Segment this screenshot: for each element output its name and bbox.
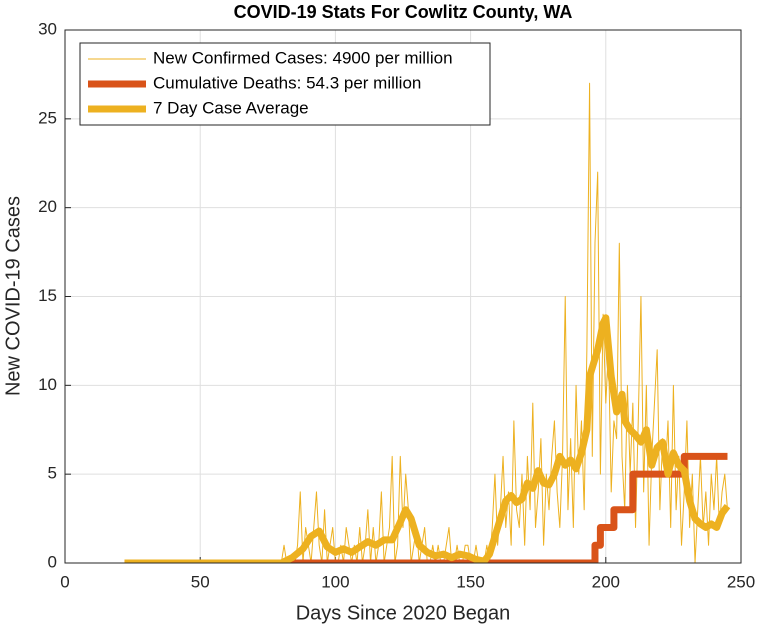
legend-label: New Confirmed Cases: 4900 per million <box>153 48 453 67</box>
x-tick-label: 150 <box>456 572 484 591</box>
x-tick-label: 50 <box>191 572 210 591</box>
y-tick-label: 30 <box>38 19 57 38</box>
x-tick-label: 100 <box>321 572 349 591</box>
y-tick-label: 25 <box>38 108 57 127</box>
legend-label: Cumulative Deaths: 54.3 per million <box>153 73 421 92</box>
legend-box <box>79 42 491 126</box>
axes-box <box>64 29 742 564</box>
y-axis-label: New COVID-19 Cases <box>2 196 24 396</box>
series-line <box>124 314 731 563</box>
x-axis-label: Days Since 2020 Began <box>296 602 511 624</box>
y-tick-label: 10 <box>38 375 57 394</box>
x-tick-label: 200 <box>592 572 620 591</box>
y-tick-label: 15 <box>38 286 57 305</box>
legend-label: 7 Day Case Average <box>153 98 309 117</box>
y-tick-label: 5 <box>48 464 57 483</box>
y-tick-label: 0 <box>48 552 57 571</box>
y-tick-label: 20 <box>38 197 57 216</box>
x-tick-label: 250 <box>727 572 755 591</box>
chart-title: COVID-19 Stats For Cowlitz County, WA <box>234 2 573 22</box>
x-tick-label: 0 <box>60 572 69 591</box>
